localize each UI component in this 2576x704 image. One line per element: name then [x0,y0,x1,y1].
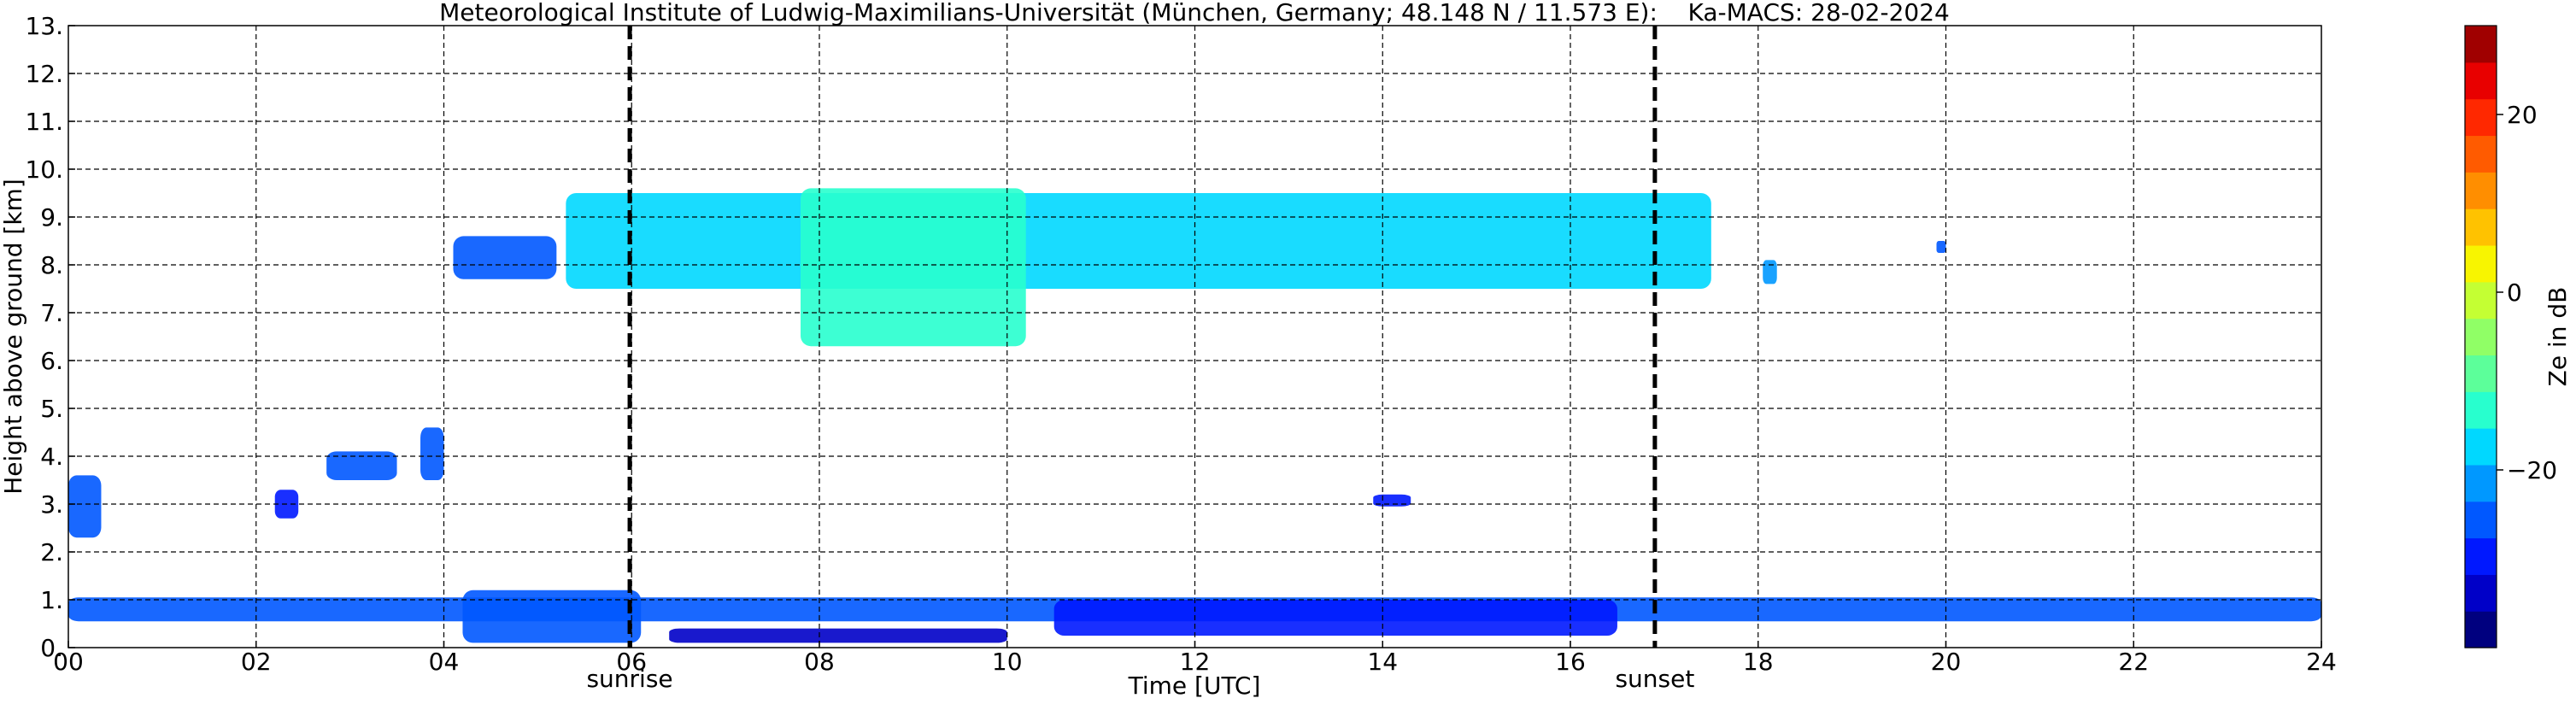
x-tick-label: 08 [804,648,835,676]
colorbar-segment [2465,428,2497,466]
x-tick-label: 20 [1931,648,1962,676]
colorbar-segment [2465,611,2497,648]
echo-region-12 [1763,260,1777,285]
echo-region-6 [453,236,557,279]
grid-lines [68,26,2321,648]
y-tick-label: 4. [40,443,63,471]
colorbar-tick-label: 20 [2507,101,2538,129]
colorbar: −20 0 20 [2464,25,2557,648]
colorbar-segment [2465,135,2497,173]
x-axis-ticks: 00 02 04 06 08 10 12 14 16 18 20 22 24 [53,641,2337,676]
colorbar-segment [2465,98,2497,137]
colorbar-label: Ze in dB [2544,287,2572,387]
echo-region-4 [566,193,1711,289]
y-tick-label: 3. [40,490,63,519]
colorbar-segment [2465,244,2497,283]
marker-label-sunrise: sunrise [586,665,672,693]
echo-region-7 [68,475,102,538]
colorbar-segment [2465,537,2497,575]
echo-region-9 [420,427,444,480]
colorbar-frame [2464,25,2497,648]
marker-label-sunset: sunset [1615,665,1694,693]
x-tick-label: 12 [1180,648,1211,676]
echo-region-11 [1373,494,1411,507]
y-tick-label: 9. [40,203,63,232]
x-tick-label: 04 [429,648,460,676]
y-tick-label: 0. [40,634,63,662]
colorbar-segment [2465,574,2497,612]
echo-region-13 [1936,241,1946,253]
x-tick-label: 24 [2306,648,2337,676]
colorbar-tick-label: 0 [2507,279,2522,307]
colorbar-segment [2465,208,2497,246]
colorbar-segment [2465,281,2497,320]
day-markers: sunrise sunset [586,26,1694,693]
y-axis-ticks: 0. 1. 2. 3. 4. 5. 6. 7. 8. 9. 10. 11. 12. 13. [25,12,75,662]
x-tick-label: 00 [53,648,84,676]
x-tick-label: 10 [992,648,1023,676]
y-tick-label: 5. [40,395,63,423]
echo-region-1 [462,590,642,643]
echo-region-3 [1053,600,1617,636]
colorbar-segment [2465,501,2497,539]
y-tick-label: 12. [25,60,63,88]
colorbar-segment [2465,318,2497,356]
y-tick-label: 1. [40,586,63,614]
colorbar-segment [2465,464,2497,502]
y-tick-label: 2. [40,538,63,566]
x-tick-label: 22 [2118,648,2149,676]
colorbar-segment [2465,62,2497,100]
colorbar-segment [2465,26,2497,63]
colorbar-tick-label: −20 [2507,456,2557,484]
echo-region-8 [326,451,397,480]
y-tick-label: 6. [40,347,63,375]
colorbar-segment [2465,355,2497,392]
x-tick-label: 06 [616,648,647,676]
echo-region-2 [669,628,1007,643]
y-tick-label: 11. [25,108,63,136]
y-tick-label: 10. [25,155,63,184]
colorbar-segment [2465,172,2497,209]
x-tick-label: 18 [1743,648,1774,676]
chart-title: Meteorological Institute of Ludwig-Maxim… [439,0,1950,26]
y-tick-label: 8. [40,251,63,279]
y-tick-label: 7. [40,299,63,327]
y-tick-label: 13. [25,12,63,40]
x-tick-label: 16 [1555,648,1586,676]
colorbar-segment [2465,391,2497,429]
echo-region-5 [801,188,1026,347]
y-axis-label: Height above ground [km] [0,179,27,495]
x-tick-label: 02 [241,648,272,676]
x-tick-label: 14 [1367,648,1398,676]
x-axis-label: Time [UTC] [1128,672,1261,700]
